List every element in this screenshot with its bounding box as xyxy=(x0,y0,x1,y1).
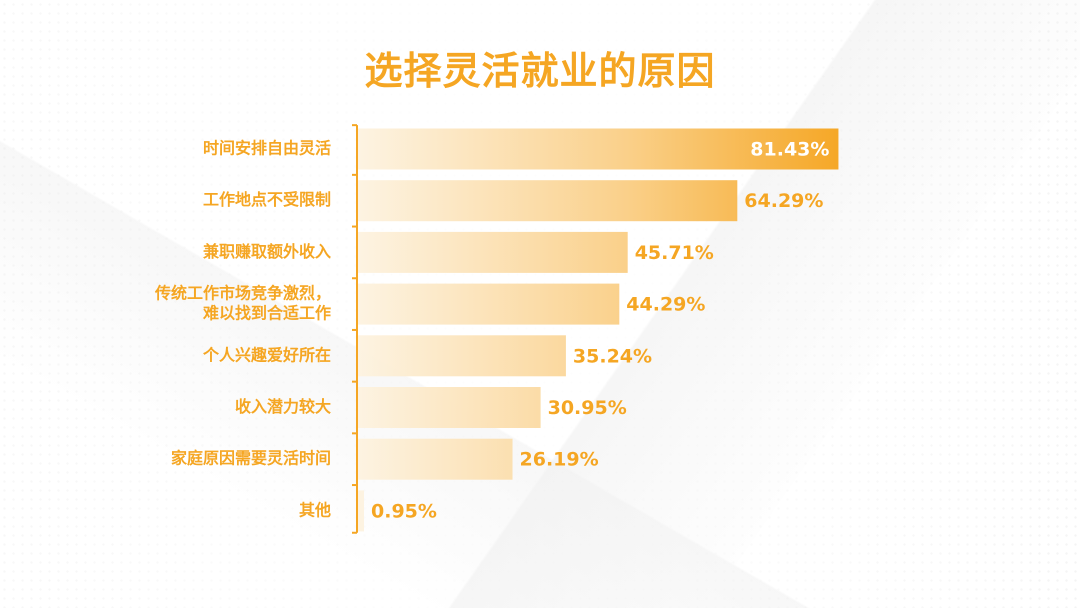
category-labels: 时间安排自由灵活工作地点不受限制兼职赚取额外收入传统工作市场竞争激烈，难以找到合… xyxy=(154,139,331,520)
value-labels: 81.43% 64.29% 45.71% 44.29% 35.24% 30.95% 26.1… xyxy=(371,139,829,523)
bar xyxy=(358,438,513,480)
category-label: 工作地点不受限制 xyxy=(203,190,331,209)
value-label: 26.19% xyxy=(520,449,599,471)
bar xyxy=(358,128,839,170)
value-label: 64.29% xyxy=(744,190,823,212)
value-label: 45.71% xyxy=(635,242,714,264)
bar xyxy=(358,335,566,377)
category-label: 传统工作市场竞争激烈，难以找到合适工作 xyxy=(154,284,331,323)
category-label: 收入潜力较大 xyxy=(235,397,331,416)
bar xyxy=(358,387,541,428)
value-label: 0.95% xyxy=(371,500,437,522)
axis-ticks xyxy=(352,124,357,534)
category-label: 时间安排自由灵活 xyxy=(203,139,331,158)
category-label: 个人兴趣爱好所在 xyxy=(202,345,331,364)
chart-title: 选择灵活就业的原因 xyxy=(364,49,716,93)
bars-group xyxy=(358,128,839,532)
value-label: 44.29% xyxy=(626,294,705,316)
category-label: 家庭原因需要灵活时间 xyxy=(171,449,331,468)
bar xyxy=(358,231,628,273)
category-label: 其他 xyxy=(299,500,331,519)
bar xyxy=(358,283,620,325)
category-label: 兼职赚取额外收入 xyxy=(203,242,331,261)
value-label: 81.43% xyxy=(750,139,829,161)
value-label: 35.24% xyxy=(573,345,652,367)
bar xyxy=(358,490,364,532)
bar xyxy=(358,180,738,222)
value-label: 30.95% xyxy=(548,397,627,419)
